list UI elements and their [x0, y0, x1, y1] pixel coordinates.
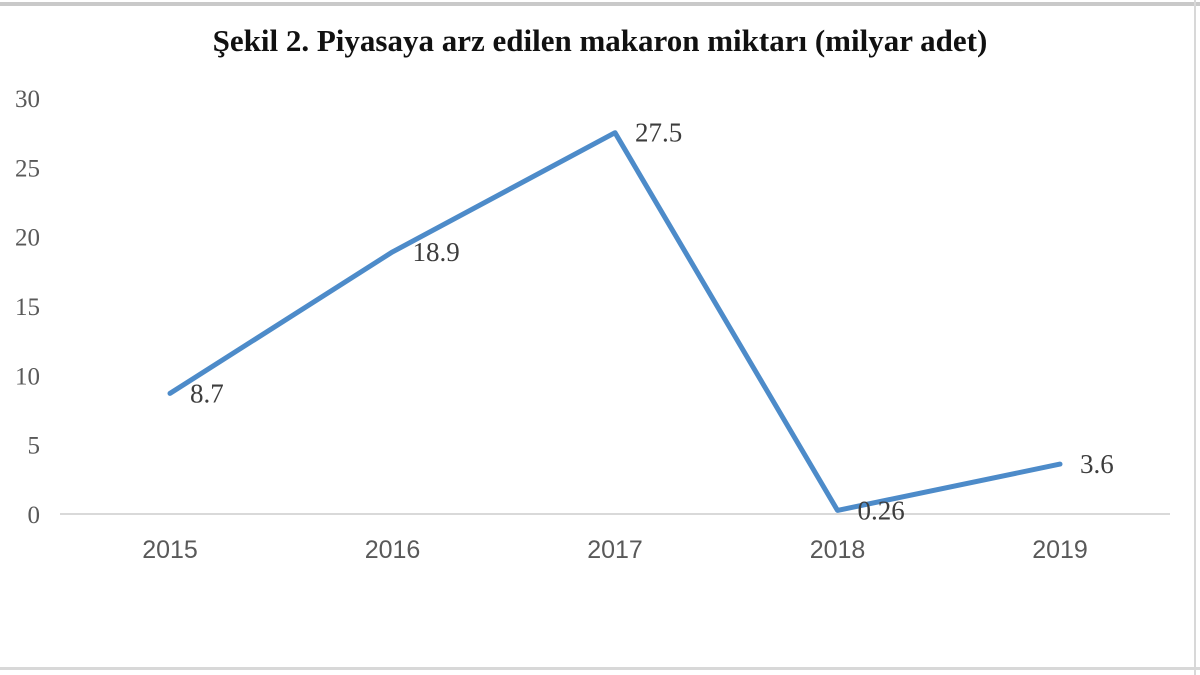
- x-axis-tick-label: 2017: [587, 536, 643, 564]
- cell-border-top: [0, 2, 1200, 6]
- cell-border-bottom: [0, 667, 1200, 670]
- y-axis-tick-label: 30: [15, 86, 40, 113]
- chart-title: Şekil 2. Piyasaya arz edilen makaron mik…: [212, 23, 988, 58]
- y-axis-tick-label: 15: [15, 294, 40, 321]
- cell-border-right: [1194, 0, 1196, 675]
- x-axis-tick-label: 2015: [142, 536, 198, 564]
- y-axis-tick-label: 25: [15, 155, 40, 182]
- series-line-makaron: [167, 130, 1063, 513]
- x-axis-tick-label: 2016: [365, 536, 421, 564]
- y-axis-tick-label: 10: [15, 363, 40, 390]
- data-label: 3.6: [1080, 449, 1114, 479]
- data-label: 8.7: [190, 378, 224, 408]
- y-axis-tick-label: 20: [15, 225, 40, 252]
- data-label: 0.26: [858, 495, 905, 525]
- x-axis-tick-label: 2019: [1032, 536, 1088, 564]
- data-label: 27.5: [635, 118, 682, 148]
- y-axis-tick-label: 0: [28, 502, 41, 529]
- y-axis-tick-label: 5: [28, 433, 41, 460]
- x-axis-tick-label: 2018: [810, 536, 866, 564]
- data-label: 18.9: [413, 237, 460, 267]
